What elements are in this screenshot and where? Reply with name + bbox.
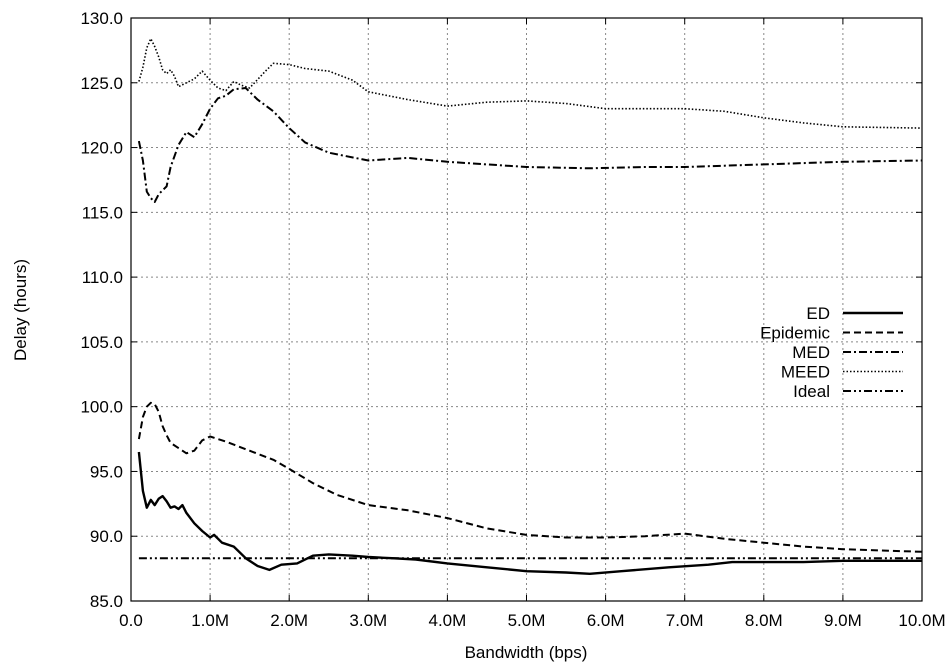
y-tick-label: 90.0: [90, 527, 123, 546]
series-line-epidemic: [137, 401, 923, 553]
x-tick-label: 3.0M: [349, 611, 387, 630]
x-tick-label: 1.0M: [191, 611, 229, 630]
y-tick-label: 110.0: [82, 268, 123, 287]
series-line-ed: [137, 451, 922, 575]
grid-lines: [131, 18, 922, 601]
x-tick-label: 2.0M: [270, 611, 308, 630]
x-tick-label: 5.0M: [508, 611, 546, 630]
y-axis-label: Delay (hours): [11, 259, 30, 361]
series-line-med: [137, 87, 923, 203]
y-tick-label: 95.0: [90, 462, 123, 481]
legend-label-meed: MEED: [781, 363, 830, 382]
x-tick-label: 8.0M: [745, 611, 783, 630]
legend-label-med: MED: [792, 343, 830, 362]
y-tick-label: 125.0: [80, 74, 123, 93]
x-axis-label: Bandwidth (bps): [465, 643, 588, 662]
x-tick-label: 6.0M: [587, 611, 625, 630]
series-line-meed: [138, 37, 923, 129]
y-tick-label: 120.0: [80, 139, 123, 158]
x-tick-label: 4.0M: [429, 611, 467, 630]
y-tick-label: 85.0: [90, 592, 123, 611]
y-tick-label: 115.0: [82, 203, 123, 222]
legend-label-epidemic: Epidemic: [760, 324, 830, 343]
legend-label-ed: ED: [806, 304, 830, 323]
x-tick-label: 0.0: [119, 611, 143, 630]
y-tick-label: 105.0: [80, 333, 123, 352]
y-tick-label: 130.0: [80, 9, 123, 28]
x-tick-label: 9.0M: [824, 611, 862, 630]
x-tick-label: 7.0M: [666, 611, 704, 630]
series-lines: [137, 37, 923, 575]
x-tick-label: 10.0M: [898, 611, 945, 630]
axis-ticks: 0.0 1.0M 2.0M 3.0M 4.0M 5.0M 6.0M 7.0M 8.0M 9.0M 1…: [80, 9, 945, 630]
legend-label-ideal: Ideal: [793, 382, 830, 401]
y-tick-label: 100.0: [80, 398, 123, 417]
